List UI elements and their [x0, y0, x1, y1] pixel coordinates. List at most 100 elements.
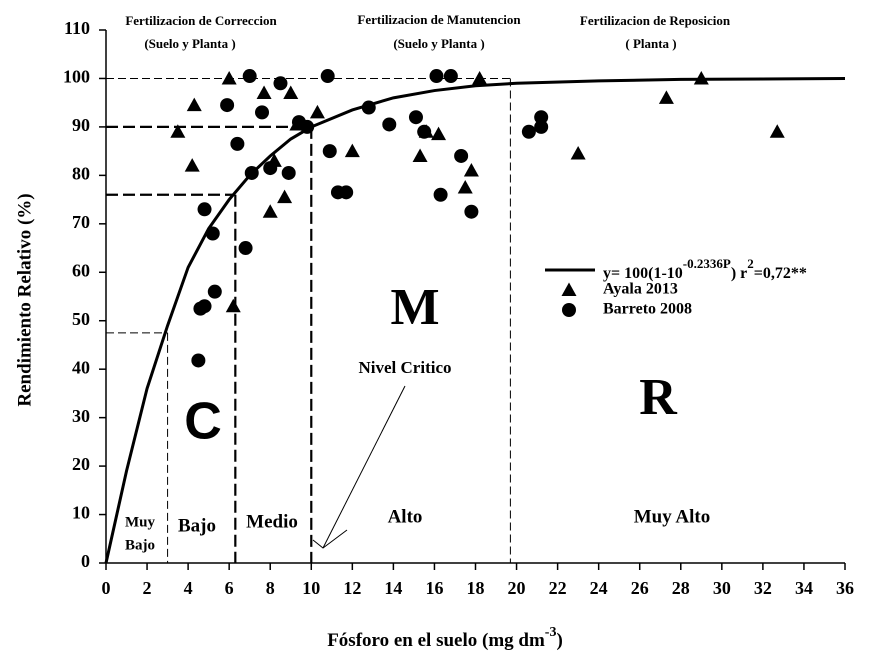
point	[431, 126, 447, 141]
point	[186, 97, 202, 112]
point	[322, 144, 337, 159]
point	[320, 69, 335, 84]
annotation: Medio	[246, 511, 298, 532]
point	[408, 110, 423, 125]
y-tick-label: 90	[72, 115, 90, 135]
annotation: Bajo	[178, 515, 216, 536]
point	[225, 298, 241, 313]
point	[412, 148, 428, 162]
point	[221, 70, 237, 85]
annotation: Muy	[125, 514, 156, 530]
point	[454, 148, 469, 163]
point	[472, 70, 488, 85]
x-tick-label: 28	[672, 578, 690, 598]
y-tick-label: 20	[72, 454, 90, 474]
x-label-main: Fósforo en el suelo (mg dm	[327, 630, 545, 651]
y-tick-label: 110	[64, 18, 90, 38]
legend-part: 2	[747, 256, 754, 271]
point	[534, 119, 549, 134]
y-tick-label: 80	[72, 163, 90, 183]
point	[184, 158, 200, 172]
legend-part: ) r	[731, 265, 747, 282]
point	[283, 85, 299, 99]
point	[382, 117, 397, 132]
annotation: Muy Alto	[634, 506, 711, 527]
legend-part: y= 100(1-10	[603, 265, 683, 282]
x-tick-label: 24	[590, 578, 608, 598]
point	[693, 70, 709, 85]
y-tick-label: 40	[72, 357, 90, 377]
point	[230, 136, 245, 151]
fit-curve	[104, 76, 846, 564]
point	[570, 146, 586, 160]
y-tick-label: 10	[72, 503, 90, 523]
point	[197, 202, 212, 217]
x-tick-label: 22	[549, 578, 567, 598]
point	[309, 104, 325, 119]
point	[220, 98, 235, 113]
point	[429, 69, 444, 84]
point	[238, 241, 253, 256]
point	[658, 90, 674, 104]
point	[256, 85, 272, 99]
annotation: Fertilizacion de Reposicion	[580, 13, 731, 28]
annotation: Bajo	[125, 537, 155, 553]
x-tick-label: 4	[184, 578, 193, 598]
point	[255, 105, 270, 120]
point	[534, 110, 549, 125]
point	[339, 185, 354, 200]
x-tick-label: 26	[631, 578, 649, 598]
point	[464, 204, 479, 219]
y-tick-label: 70	[72, 212, 90, 232]
annotation: (Suelo y Planta )	[393, 36, 484, 51]
arrow	[322, 385, 406, 549]
point	[277, 189, 293, 204]
y-axis-label: Rendimiento Relativo (%)	[14, 193, 35, 406]
x-label-exp: -3	[545, 625, 557, 640]
point	[443, 69, 458, 84]
y-tick-label: 0	[81, 551, 90, 571]
y-tick-label: 100	[63, 67, 90, 87]
x-tick-label: 10	[302, 578, 320, 598]
point	[457, 179, 473, 194]
point	[242, 69, 257, 84]
legend-part: =0,72**	[754, 265, 807, 282]
point	[281, 165, 296, 180]
legend-marker	[561, 282, 577, 296]
point	[361, 100, 376, 115]
point	[433, 187, 448, 202]
annotation: Nivel Critico	[359, 358, 452, 377]
point	[521, 124, 536, 139]
annotation: Fertilizacion de Correccion	[125, 13, 277, 28]
point	[191, 353, 206, 368]
arrow-head	[312, 529, 348, 549]
x-label-close: )	[556, 630, 562, 651]
x-tick-label: 34	[795, 578, 813, 598]
legend-label: Ayala 2013	[603, 281, 678, 298]
legend-part: -0.2336P	[683, 256, 731, 271]
legend-marker	[562, 303, 576, 317]
point	[300, 119, 315, 134]
x-tick-label: 14	[384, 578, 402, 598]
x-tick-label: 2	[143, 578, 152, 598]
x-tick-label: 30	[713, 578, 731, 598]
x-tick-label: 20	[508, 578, 526, 598]
legend-label: Barreto 2008	[603, 301, 692, 318]
point	[417, 124, 432, 139]
point	[244, 165, 259, 180]
point	[197, 299, 212, 314]
annotation: (Suelo y Planta )	[144, 36, 235, 51]
annotation: Alto	[388, 506, 423, 527]
point	[262, 204, 278, 218]
point	[205, 226, 220, 241]
point	[344, 143, 360, 158]
x-tick-label: 12	[343, 578, 361, 598]
point	[263, 161, 278, 176]
point	[170, 124, 186, 138]
x-tick-label: 36	[836, 578, 854, 598]
x-tick-label: 32	[754, 578, 772, 598]
x-tick-label: 6	[225, 578, 234, 598]
x-tick-label: 8	[266, 578, 275, 598]
x-axis-label: Fósforo en el suelo (mg dm-3)	[327, 625, 563, 651]
